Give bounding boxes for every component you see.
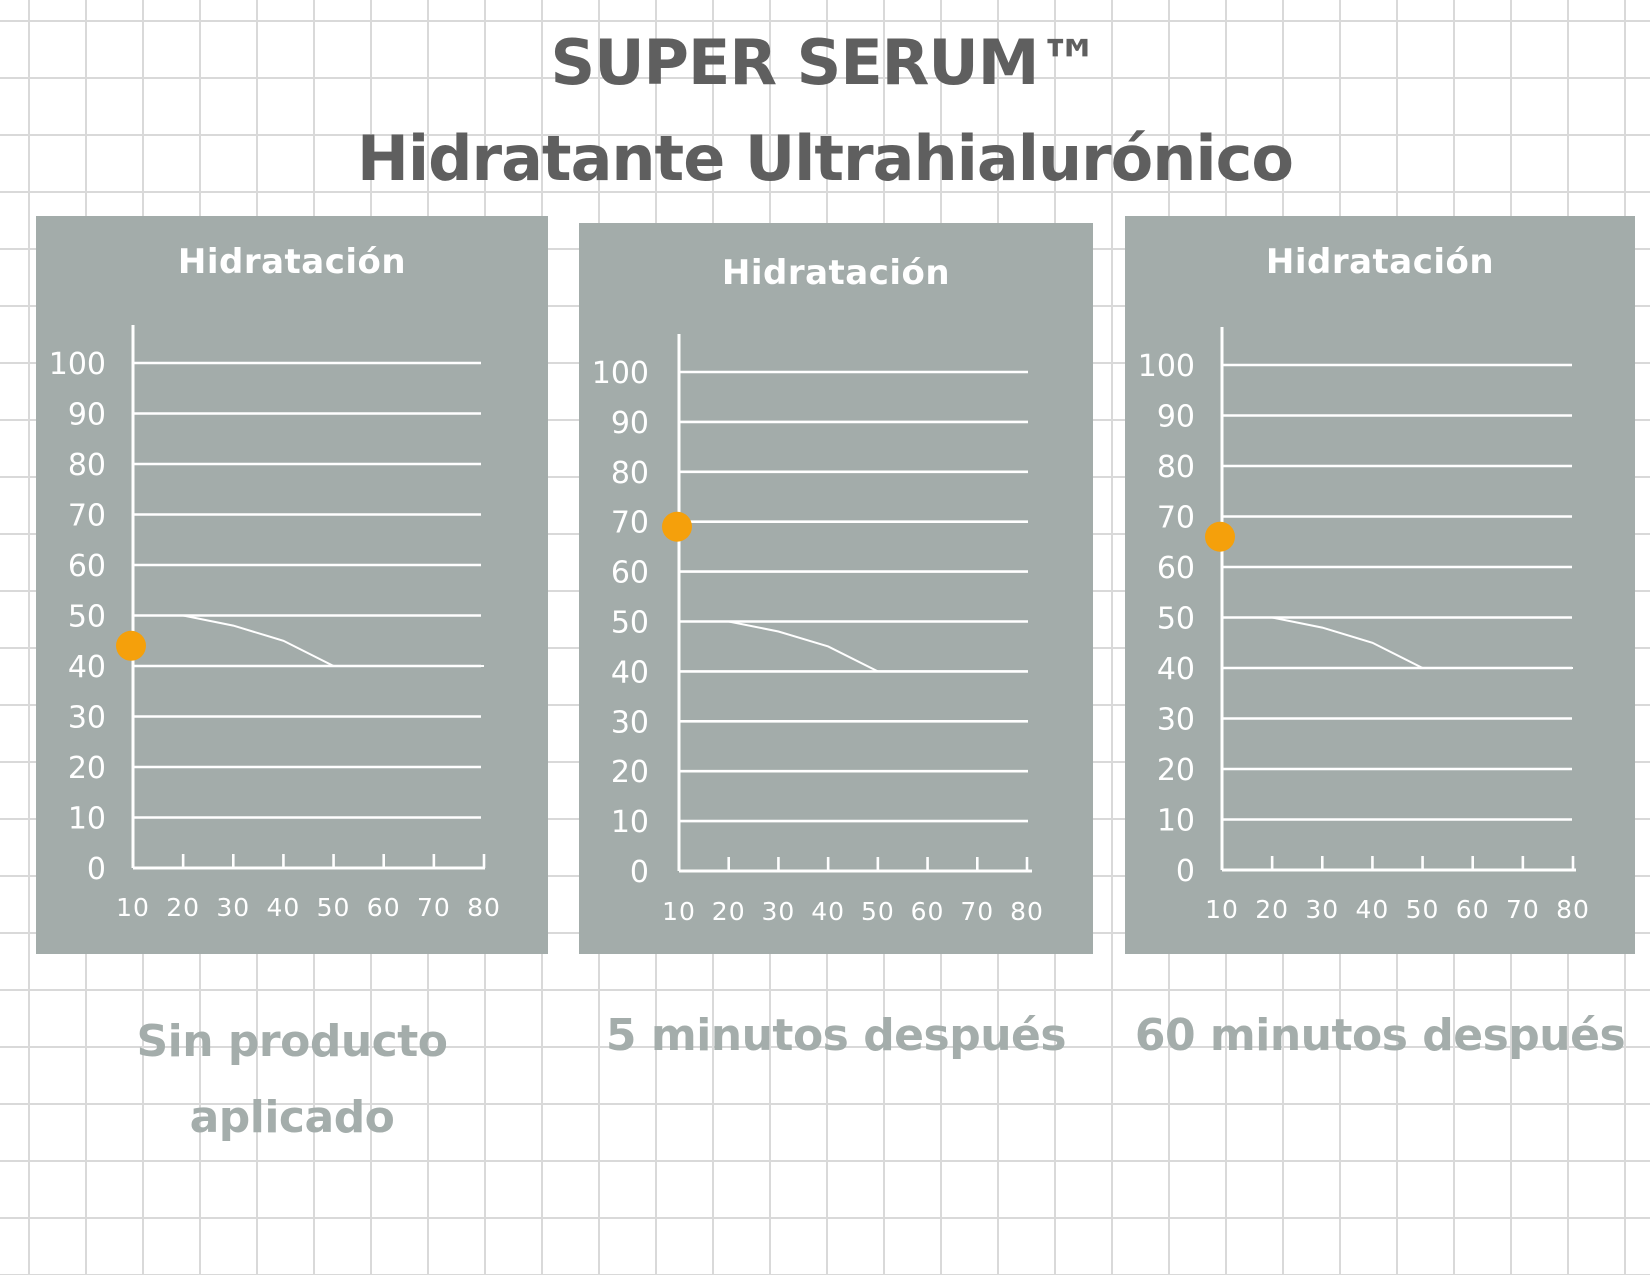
y-tick-label: 50 (1157, 602, 1195, 637)
x-tick-label: 10 (662, 897, 696, 926)
main-title-line1: SUPER SERUM™ (550, 26, 1101, 99)
x-tick-label: 40 (1356, 895, 1390, 924)
caption-5-minutes: 5 minutos después (579, 998, 1093, 1074)
x-tick-label: 30 (1305, 895, 1339, 924)
chart-panel-5-minutes: 0 10 20 30 40 50 60 70 80 90 100 10 20 30 40 50 60 70 80 H… (579, 223, 1093, 954)
y-tick-label: 0 (87, 852, 106, 887)
chart-svg: 0 10 20 30 40 50 60 70 80 90 100 10 20 30 40 50 60 70 80 (592, 334, 1044, 926)
data-point-marker (1205, 521, 1235, 552)
series-line (1222, 616, 1573, 669)
y-tick-label: 0 (1176, 854, 1195, 889)
x-tick-label: 70 (1506, 895, 1540, 924)
caption-60-minutes: 60 minutos después (1125, 998, 1635, 1074)
y-tick-label: 80 (1157, 450, 1195, 485)
x-tick-label: 70 (417, 893, 451, 922)
x-tick-label: 50 (317, 893, 351, 922)
y-tick-label: 30 (1157, 703, 1195, 738)
main-title-line2: Hidratante Ultrahialurónico (357, 122, 1294, 195)
y-tick-label: 40 (68, 650, 106, 685)
y-tick-label: 90 (68, 398, 106, 433)
x-tick-label: 10 (116, 893, 150, 922)
series-line (679, 620, 1027, 673)
x-tick-label: 60 (911, 897, 945, 926)
x-tick-label: 30 (762, 897, 796, 926)
y-tick-label: 60 (1157, 551, 1195, 586)
y-tick-label: 10 (611, 805, 649, 840)
y-tick-label: 70 (1157, 501, 1195, 536)
y-tick-label: 70 (68, 499, 106, 534)
caption-line: 5 minutos después (605, 1010, 1067, 1061)
y-tick-label: 100 (49, 347, 106, 382)
y-tick-label: 90 (611, 406, 649, 441)
x-tick-label: 40 (811, 897, 845, 926)
caption-line: 60 minutos después (1134, 1010, 1626, 1061)
chart-title: Hidratación (177, 242, 407, 282)
y-tick-label: 50 (611, 606, 649, 641)
y-tick-label: 90 (1157, 400, 1195, 435)
chart-panel-60-minutes: 0 10 20 30 40 50 60 70 80 90 100 10 20 30 40 50 60 70 80 H… (1125, 216, 1635, 954)
x-tick-label: 40 (267, 893, 301, 922)
x-tick-label: 80 (1010, 897, 1044, 926)
y-tick-label: 100 (592, 356, 649, 391)
y-tick-label: 80 (611, 456, 649, 491)
y-tick-label: 20 (1157, 753, 1195, 788)
x-tick-label: 60 (367, 893, 401, 922)
y-tick-label: 20 (611, 755, 649, 790)
x-tick-label: 80 (1556, 895, 1590, 924)
y-tick-label: 40 (611, 655, 649, 690)
chart-title: Hidratación (1265, 242, 1495, 282)
x-tick-label: 50 (861, 897, 895, 926)
y-tick-label: 0 (630, 855, 649, 890)
x-tick-label: 80 (467, 893, 501, 922)
y-tick-label: 30 (68, 701, 106, 736)
y-tick-label: 70 (611, 506, 649, 541)
y-tick-label: 10 (68, 802, 106, 837)
caption-line: Sin producto (136, 1016, 448, 1067)
series-line (133, 614, 484, 667)
caption-no-product: Sin producto aplicado (36, 1004, 548, 1156)
x-tick-label: 30 (216, 893, 250, 922)
x-tick-label: 20 (1255, 895, 1289, 924)
y-tick-label: 60 (68, 549, 106, 584)
chart-panel-no-product: 0 10 20 30 40 50 60 70 80 90 100 10 20 30 40 50 60 70 80 H… (36, 216, 548, 954)
y-tick-label: 100 (1138, 349, 1195, 384)
x-tick-label: 50 (1406, 895, 1440, 924)
chart-svg: 0 10 20 30 40 50 60 70 80 90 100 10 20 30 40 50 60 70 80 (1138, 327, 1590, 924)
x-tick-label: 70 (960, 897, 994, 926)
x-tick-label: 60 (1456, 895, 1490, 924)
y-tick-label: 50 (68, 600, 106, 635)
y-tick-label: 60 (611, 556, 649, 591)
y-tick-label: 10 (1157, 804, 1195, 839)
chart-svg: 0 10 20 30 40 50 60 70 80 90 100 10 20 30 40 50 60 70 80 (49, 325, 501, 922)
y-tick-label: 80 (68, 448, 106, 483)
y-tick-label: 20 (68, 751, 106, 786)
chart-title: Hidratación (721, 253, 951, 293)
data-point-marker (116, 630, 146, 661)
x-tick-label: 10 (1205, 895, 1239, 924)
x-tick-label: 20 (712, 897, 746, 926)
caption-line: aplicado (189, 1092, 395, 1143)
y-tick-label: 40 (1157, 652, 1195, 687)
y-tick-label: 30 (611, 705, 649, 740)
x-tick-label: 20 (166, 893, 200, 922)
data-point-marker (662, 511, 692, 542)
